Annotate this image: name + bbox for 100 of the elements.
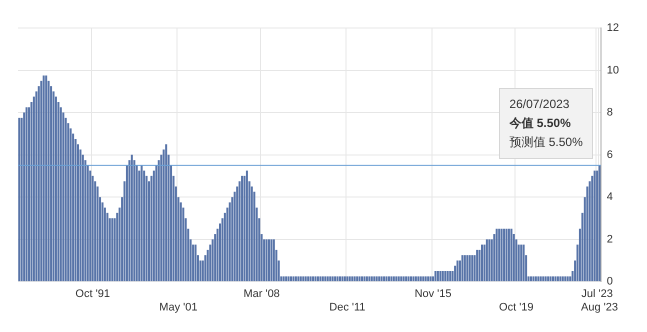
x-tick-label: Oct '91: [75, 288, 110, 300]
bar: [476, 250, 478, 282]
bar: [400, 276, 402, 282]
bar: [520, 244, 522, 282]
bar: [314, 276, 317, 282]
bar: [542, 276, 544, 282]
bar: [356, 276, 358, 282]
bar: [537, 276, 540, 282]
y-tick-label: 0: [606, 276, 613, 288]
bar: [297, 276, 300, 282]
y-tick-label: 12: [606, 22, 620, 34]
bar: [380, 276, 383, 282]
bar: [358, 276, 361, 282]
bar: [272, 239, 275, 282]
bar: [336, 276, 339, 282]
bar: [424, 276, 427, 282]
bar: [430, 276, 432, 282]
annotation: 今值 5.50%: [509, 115, 572, 132]
bar: [368, 276, 370, 282]
bar: [140, 165, 143, 282]
bar: [354, 276, 356, 282]
bar: [417, 276, 420, 282]
bar: [302, 276, 304, 282]
x-tick-label: Mar '08: [243, 288, 280, 300]
bar: [468, 255, 471, 282]
bar: [386, 276, 388, 282]
bar: [540, 276, 542, 282]
bar: [402, 276, 405, 282]
x-tick-label: Jul '23: [581, 288, 613, 300]
bar: [464, 255, 466, 282]
bar: [388, 276, 390, 282]
bar: [346, 276, 348, 282]
bar: [461, 255, 464, 282]
bar: [547, 276, 550, 282]
x-tick-label: May '01: [159, 301, 198, 314]
bar: [344, 276, 346, 282]
bar: [111, 218, 114, 282]
bar: [444, 271, 446, 282]
bar: [351, 276, 354, 282]
bar: [322, 276, 324, 282]
x-tick-label: Aug '23: [581, 301, 618, 314]
bar: [268, 239, 270, 282]
bar: [471, 255, 474, 282]
bar: [530, 276, 532, 282]
bar: [594, 170, 596, 282]
bar: [288, 276, 290, 282]
bar: [556, 276, 559, 282]
bar: [366, 276, 368, 282]
bar: [334, 276, 336, 282]
bar: [534, 276, 537, 282]
bar: [341, 276, 344, 282]
bar: [442, 271, 444, 282]
annotation: 预测值 5.50%: [509, 134, 583, 152]
bar: [282, 276, 285, 282]
bar: [266, 239, 268, 282]
bar: [598, 165, 601, 282]
bar: [414, 276, 417, 282]
tooltip-box: 26/07/2023 今值 5.50% 预测值 5.50%: [499, 88, 593, 160]
bar: [544, 276, 547, 282]
x-tick-label: Dec '11: [329, 301, 366, 314]
bar: [270, 239, 272, 282]
bar: [370, 276, 373, 282]
bar: [130, 154, 133, 282]
bar: [510, 228, 512, 282]
bar: [316, 276, 319, 282]
bar: [392, 276, 395, 282]
bar: [449, 271, 452, 282]
bar: [552, 276, 554, 282]
bar: [338, 276, 341, 282]
x-tick-label: Nov '15: [414, 288, 452, 300]
bar: [395, 276, 398, 282]
bar: [324, 276, 326, 282]
bar: [481, 244, 484, 282]
bar: [420, 276, 422, 282]
bar: [312, 276, 314, 282]
bar: [503, 228, 506, 282]
bar: [564, 276, 566, 282]
bar: [446, 271, 449, 282]
annotation: 26/07/2023: [509, 96, 570, 114]
bar: [326, 276, 329, 282]
bar: [456, 260, 459, 282]
bar: [307, 276, 310, 282]
bar: [329, 276, 332, 282]
bar: [194, 244, 197, 282]
bar: [241, 176, 244, 282]
bar: [486, 239, 488, 282]
bar: [505, 228, 508, 282]
bar: [246, 170, 248, 282]
x-tick-label: Oct '19: [499, 301, 534, 314]
bar: [436, 271, 439, 282]
bar: [300, 276, 302, 282]
bar: [376, 276, 378, 282]
bar: [559, 276, 562, 282]
bar: [378, 276, 380, 282]
bar: [18, 118, 20, 282]
bar: [319, 276, 322, 282]
y-tick-label: 6: [606, 148, 613, 161]
bar: [42, 76, 45, 282]
bar: [373, 276, 376, 282]
bar: [398, 276, 400, 282]
